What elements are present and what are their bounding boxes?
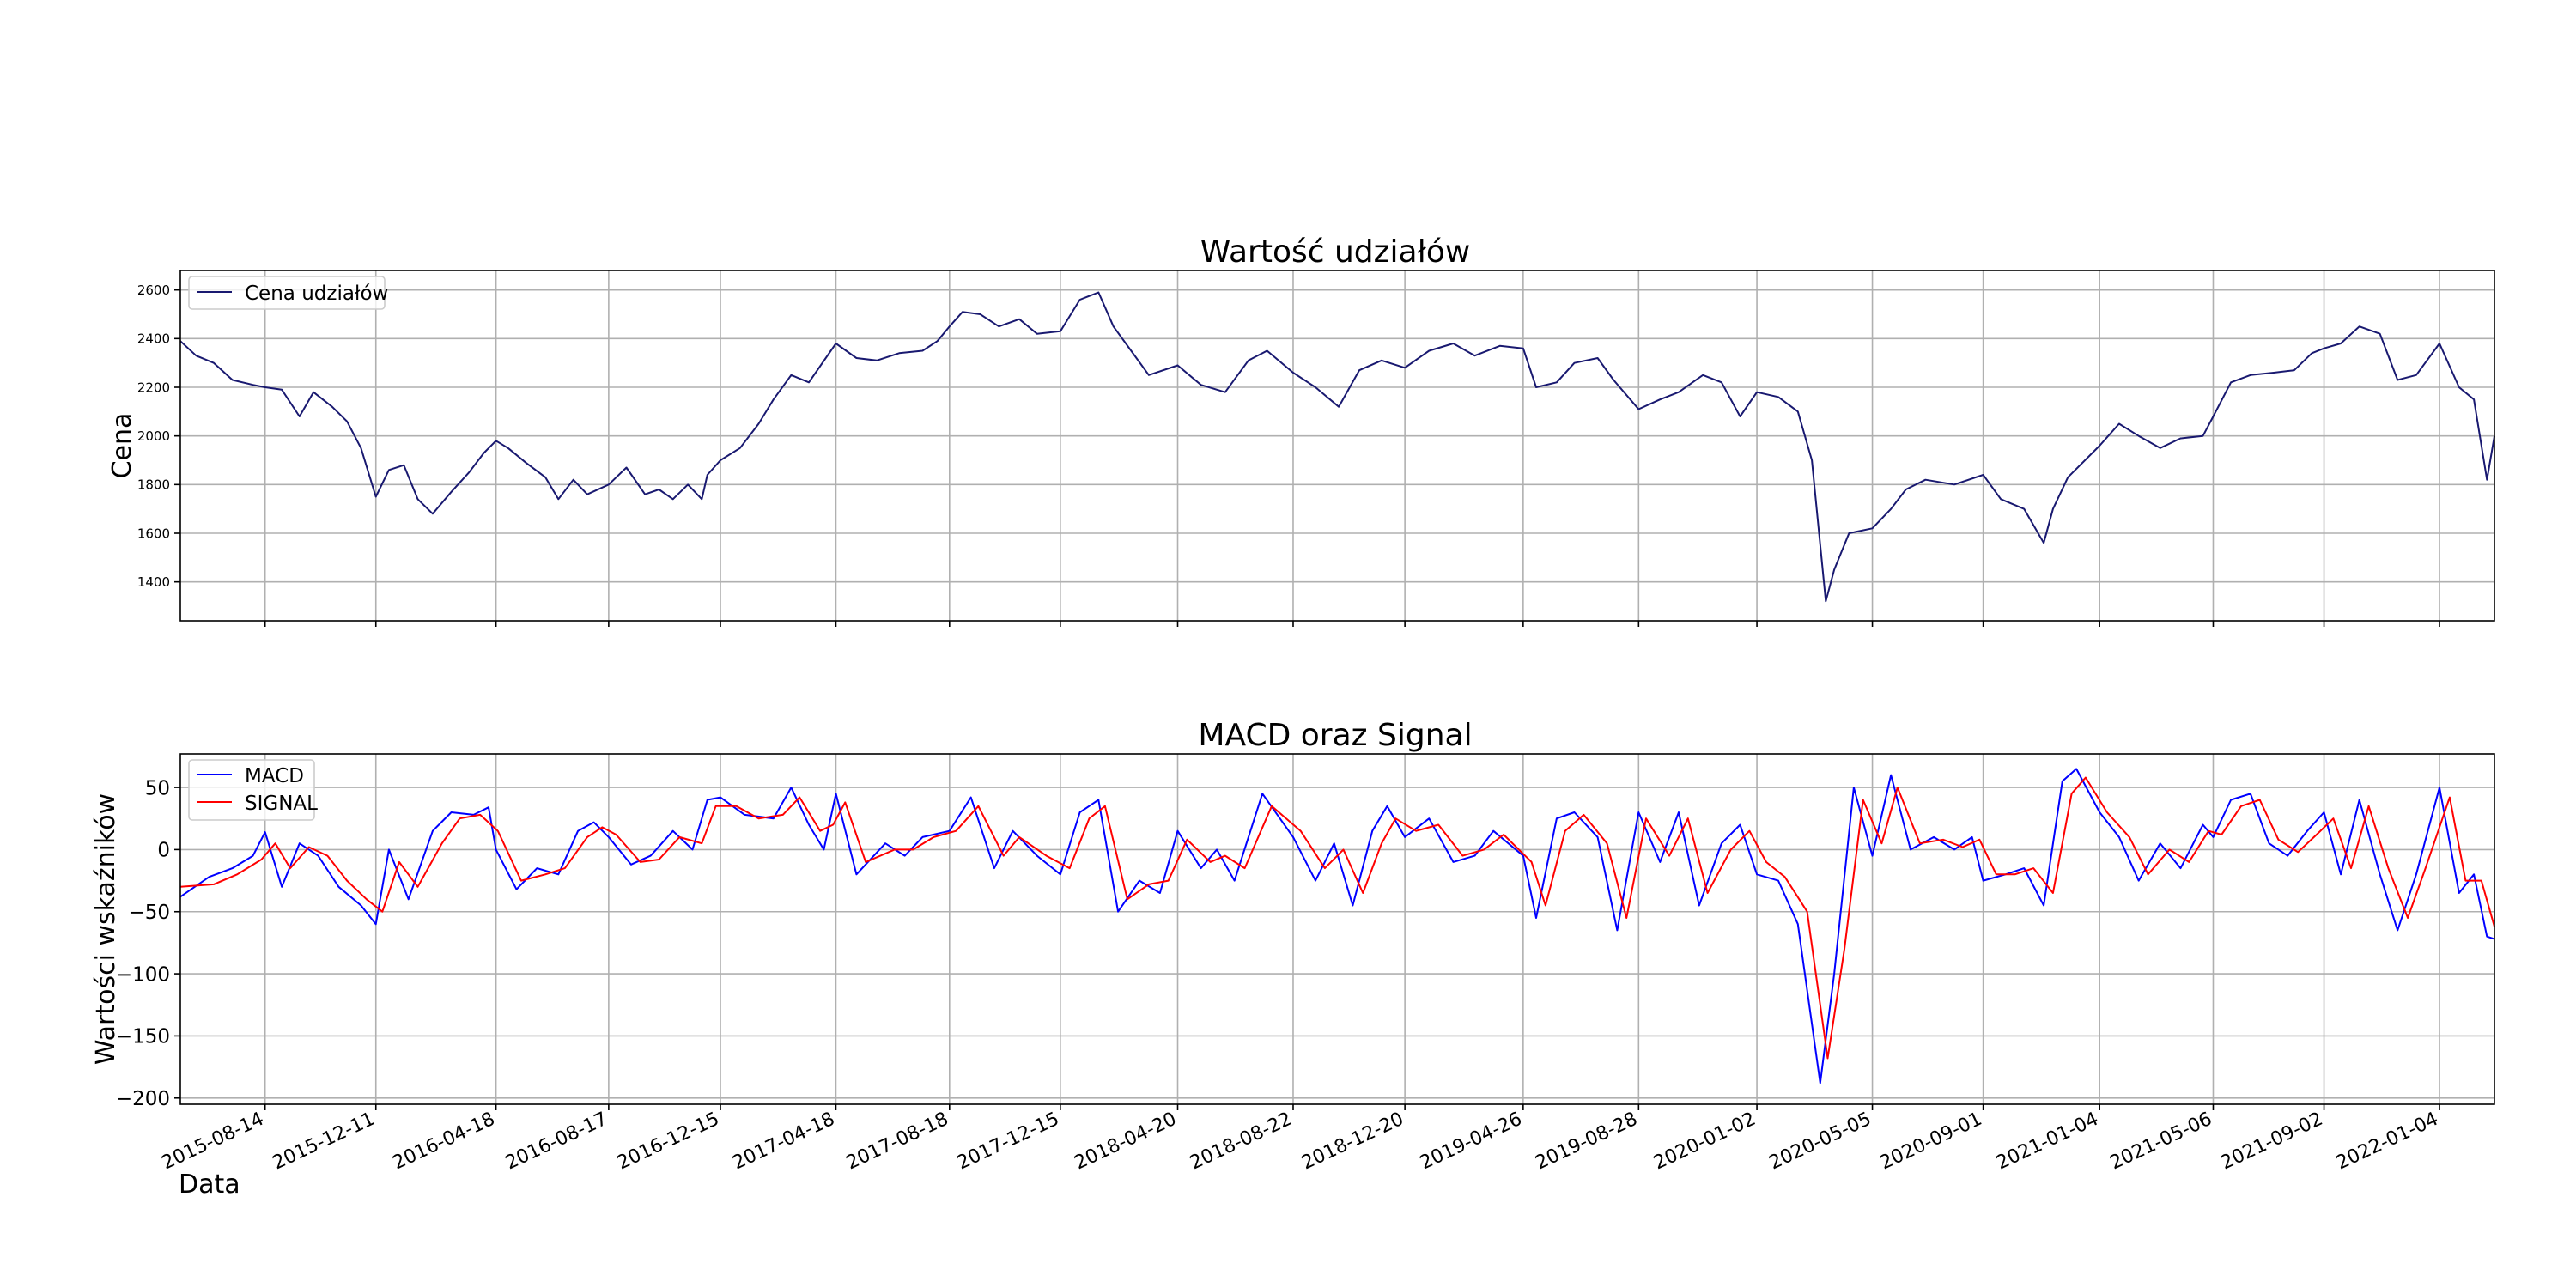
- price-series-line-primary: [179, 291, 2495, 603]
- macd-x-tick-label: 2016-12-15: [614, 1109, 722, 1175]
- price-y-tick-label: 1800: [137, 477, 170, 493]
- macd-y-tick-label: −150: [116, 1026, 170, 1048]
- macd-x-label: Data: [179, 1170, 240, 1200]
- macd-x-tick-label: 2020-09-01: [1877, 1109, 1985, 1175]
- price-y-label: Cena: [107, 413, 137, 479]
- price-plot-frame: [179, 270, 2495, 622]
- macd-y-ticks: 50 0 −50 −100 −150 −200: [116, 777, 180, 1110]
- price-legend-box: [188, 276, 386, 310]
- price-y-tick-label: 1600: [137, 526, 170, 541]
- macd-series-line-secondary: [179, 776, 2495, 1060]
- price-y-tick-label: 1400: [137, 574, 170, 590]
- price-y-tick-label: 2200: [137, 380, 170, 395]
- macd-x-tick-label: 2015-12-11: [270, 1109, 378, 1175]
- price-y-ticks: 1400 1600 1800 2000 2200 2400 2600: [137, 283, 180, 590]
- price-x-ticks: [264, 621, 2440, 627]
- macd-x-tick-label: 2018-12-20: [1298, 1109, 1406, 1175]
- macd-y-tick-label: 0: [157, 840, 170, 862]
- price-legend: Cena udziałów: [188, 276, 388, 310]
- macd-x-tick-label: 2019-04-26: [1417, 1109, 1525, 1175]
- price-grid: [180, 270, 2494, 621]
- macd-x-tick-label: 2015-08-14: [159, 1109, 267, 1175]
- macd-series-line-primary: [179, 768, 2495, 1084]
- price-series: [179, 291, 2495, 603]
- signal-legend-label: SIGNAL: [245, 793, 318, 815]
- macd-x-tick-label: 2021-05-06: [2107, 1109, 2215, 1175]
- macd-x-tick-label: 2018-08-22: [1187, 1109, 1295, 1175]
- macd-series: [179, 768, 2495, 1084]
- macd-y-tick-label: −100: [116, 963, 170, 986]
- macd-y-tick-label: 50: [145, 777, 170, 799]
- macd-chart: MACD oraz Signal 50 0 −50 −100 −150 −200 2015…: [91, 718, 2495, 1200]
- macd-x-tick-label: 2017-04-18: [730, 1109, 838, 1175]
- price-legend-label: Cena udziałów: [245, 283, 388, 305]
- macd-x-tick-label: 2020-05-05: [1766, 1109, 1874, 1175]
- macd-y-tick-label: −50: [128, 902, 170, 924]
- macd-x-tick-label: 2019-08-28: [1532, 1109, 1640, 1175]
- macd-x-tick-label: 2018-04-20: [1072, 1109, 1180, 1175]
- macd-x-tick-label: 2021-01-04: [1993, 1109, 2101, 1175]
- price-chart: Wartość udziałów 1400 1600 1800 2000 2200 240…: [107, 234, 2495, 627]
- macd-x-tick-label: 2017-08-18: [843, 1109, 951, 1175]
- macd-chart-title: MACD oraz Signal: [1198, 718, 1472, 753]
- price-chart-title: Wartość udziałów: [1200, 234, 1471, 270]
- macd-grid: [180, 754, 2494, 1104]
- macd-x-tick-label: 2022-01-04: [2333, 1109, 2441, 1175]
- price-y-tick-label: 2400: [137, 331, 170, 347]
- macd-y-label: Wartości wskaźników: [91, 793, 121, 1065]
- macd-x-tick-label: 2016-08-17: [502, 1109, 611, 1175]
- macd-y-tick-label: −200: [116, 1088, 170, 1110]
- price-y-tick-label: 2000: [137, 428, 170, 444]
- price-y-tick-label: 2600: [137, 283, 170, 298]
- macd-x-tick-label: 2016-04-18: [390, 1109, 498, 1175]
- macd-x-tick-label: 2020-01-02: [1650, 1109, 1759, 1175]
- macd-legend-label: MACD: [245, 765, 304, 787]
- macd-plot-frame: [179, 753, 2495, 1105]
- macd-legend: MACD SIGNAL: [188, 759, 318, 821]
- macd-x-tick-label: 2021-09-02: [2218, 1109, 2326, 1175]
- macd-x-tick-label: 2017-12-15: [954, 1109, 1062, 1175]
- macd-x-ticks: 2015-08-14 2015-12-11 2016-04-18 2016-08-17…: [159, 1104, 2442, 1174]
